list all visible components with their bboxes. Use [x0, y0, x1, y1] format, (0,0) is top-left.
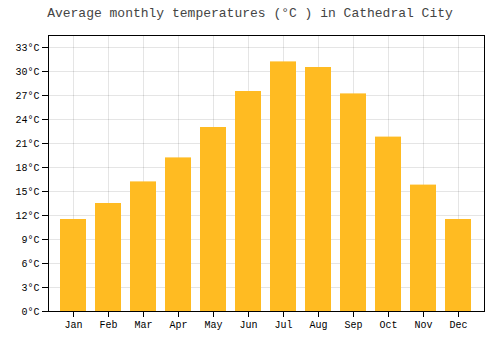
svg-text:15°C: 15°C [15, 187, 39, 198]
svg-text:24°C: 24°C [15, 115, 39, 126]
svg-text:Jul: Jul [274, 320, 292, 331]
svg-text:12°C: 12°C [15, 211, 39, 222]
svg-text:33°C: 33°C [15, 43, 39, 54]
svg-text:27°C: 27°C [15, 91, 39, 102]
svg-text:21°C: 21°C [15, 139, 39, 150]
svg-text:3°C: 3°C [21, 283, 39, 294]
svg-text:18°C: 18°C [15, 163, 39, 174]
svg-text:Jun: Jun [239, 320, 257, 331]
svg-text:Jan: Jan [64, 320, 82, 331]
svg-text:Dec: Dec [449, 320, 467, 331]
svg-text:6°C: 6°C [21, 259, 39, 270]
svg-text:30°C: 30°C [15, 67, 39, 78]
svg-text:Apr: Apr [169, 320, 187, 331]
svg-text:Mar: Mar [134, 320, 152, 331]
svg-text:Nov: Nov [414, 320, 432, 331]
svg-text:Sep: Sep [344, 320, 362, 331]
svg-text:Aug: Aug [309, 320, 327, 331]
html-text:Average monthly temperatures (: Average monthly temperatures (°C ) in Ca… [47, 6, 453, 21]
svg-text:0°C: 0°C [21, 307, 39, 318]
svg-text:Feb: Feb [99, 320, 117, 331]
svg-text:May: May [204, 320, 222, 331]
svg-text:Oct: Oct [379, 320, 397, 331]
svg-text:9°C: 9°C [21, 235, 39, 246]
